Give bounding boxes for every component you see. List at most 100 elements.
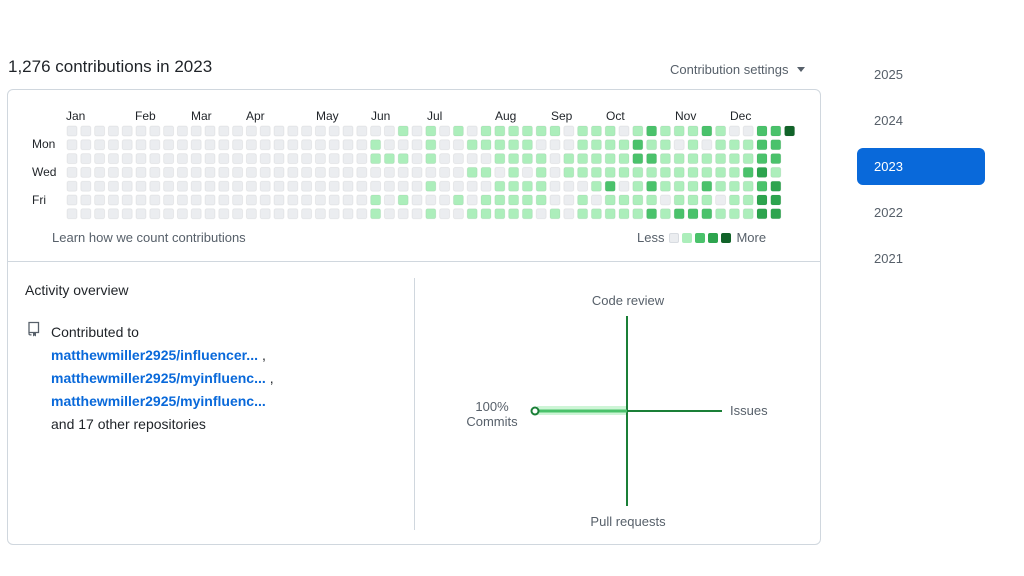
contribution-day-cell[interactable] (135, 166, 147, 178)
contribution-day-cell[interactable] (425, 180, 437, 192)
contribution-day-cell[interactable] (728, 208, 740, 220)
contribution-day-cell[interactable] (94, 166, 106, 178)
contribution-day-cell[interactable] (397, 180, 409, 192)
contribution-day-cell[interactable] (632, 194, 644, 206)
contribution-day-cell[interactable] (701, 153, 713, 165)
contribution-day-cell[interactable] (508, 180, 520, 192)
contribution-day-cell[interactable] (314, 208, 326, 220)
contribution-day-cell[interactable] (356, 180, 368, 192)
contribution-day-cell[interactable] (756, 208, 768, 220)
contribution-day-cell[interactable] (314, 194, 326, 206)
contribution-day-cell[interactable] (508, 153, 520, 165)
contribution-day-cell[interactable] (370, 153, 382, 165)
contribution-day-cell[interactable] (204, 166, 216, 178)
contribution-day-cell[interactable] (287, 153, 299, 165)
contribution-day-cell[interactable] (245, 208, 257, 220)
contribution-day-cell[interactable] (107, 139, 119, 151)
contribution-day-cell[interactable] (590, 139, 602, 151)
contribution-day-cell[interactable] (494, 180, 506, 192)
contribution-day-cell[interactable] (259, 208, 271, 220)
contribution-day-cell[interactable] (452, 166, 464, 178)
contribution-day-cell[interactable] (508, 125, 520, 137)
contribution-day-cell[interactable] (204, 125, 216, 137)
contribution-day-cell[interactable] (480, 194, 492, 206)
contribution-day-cell[interactable] (328, 180, 340, 192)
contribution-day-cell[interactable] (66, 194, 78, 206)
contribution-day-cell[interactable] (728, 194, 740, 206)
contribution-day-cell[interactable] (604, 208, 616, 220)
contribution-day-cell[interactable] (715, 153, 727, 165)
contribution-day-cell[interactable] (452, 125, 464, 137)
contribution-day-cell[interactable] (245, 180, 257, 192)
contribution-day-cell[interactable] (521, 125, 533, 137)
contribution-day-cell[interactable] (149, 208, 161, 220)
contribution-day-cell[interactable] (232, 166, 244, 178)
contribution-day-cell[interactable] (687, 139, 699, 151)
contribution-day-cell[interactable] (314, 166, 326, 178)
contribution-day-cell[interactable] (632, 180, 644, 192)
contribution-day-cell[interactable] (659, 139, 671, 151)
contribution-day-cell[interactable] (218, 180, 230, 192)
contribution-day-cell[interactable] (563, 194, 575, 206)
contribution-day-cell[interactable] (135, 139, 147, 151)
contribution-day-cell[interactable] (452, 153, 464, 165)
contribution-day-cell[interactable] (149, 125, 161, 137)
contribution-day-cell[interactable] (107, 208, 119, 220)
contribution-day-cell[interactable] (701, 139, 713, 151)
contribution-day-cell[interactable] (80, 166, 92, 178)
contribution-day-cell[interactable] (549, 139, 561, 151)
contribution-day-cell[interactable] (370, 194, 382, 206)
contribution-day-cell[interactable] (535, 166, 547, 178)
contribution-day-cell[interactable] (301, 194, 313, 206)
contribution-day-cell[interactable] (135, 208, 147, 220)
contribution-day-cell[interactable] (563, 139, 575, 151)
contribution-day-cell[interactable] (742, 208, 754, 220)
contribution-day-cell[interactable] (370, 166, 382, 178)
contribution-day-cell[interactable] (715, 180, 727, 192)
contribution-day-cell[interactable] (204, 180, 216, 192)
contribution-day-cell[interactable] (94, 208, 106, 220)
contribution-day-cell[interactable] (521, 180, 533, 192)
contribution-day-cell[interactable] (480, 125, 492, 137)
contribution-day-cell[interactable] (232, 125, 244, 137)
contribution-day-cell[interactable] (577, 194, 589, 206)
contribution-day-cell[interactable] (259, 125, 271, 137)
contribution-day-cell[interactable] (756, 153, 768, 165)
contribution-day-cell[interactable] (66, 208, 78, 220)
contribution-day-cell[interactable] (107, 180, 119, 192)
contribution-day-cell[interactable] (728, 153, 740, 165)
contribution-day-cell[interactable] (204, 194, 216, 206)
contribution-day-cell[interactable] (259, 139, 271, 151)
contribution-day-cell[interactable] (411, 139, 423, 151)
contribution-day-cell[interactable] (742, 125, 754, 137)
contribution-day-cell[interactable] (646, 139, 658, 151)
contribution-day-cell[interactable] (535, 125, 547, 137)
contribution-day-cell[interactable] (577, 180, 589, 192)
contribution-day-cell[interactable] (204, 139, 216, 151)
contribution-day-cell[interactable] (356, 166, 368, 178)
contribution-day-cell[interactable] (480, 153, 492, 165)
repo-link[interactable]: matthewmiller2925/myinfluenc... (51, 370, 266, 386)
repo-link[interactable]: matthewmiller2925/influencer... (51, 347, 258, 363)
contribution-day-cell[interactable] (480, 180, 492, 192)
contribution-day-cell[interactable] (590, 153, 602, 165)
contribution-day-cell[interactable] (190, 180, 202, 192)
contribution-day-cell[interactable] (480, 139, 492, 151)
contribution-day-cell[interactable] (701, 166, 713, 178)
contribution-day-cell[interactable] (494, 166, 506, 178)
contribution-day-cell[interactable] (590, 125, 602, 137)
contribution-day-cell[interactable] (494, 194, 506, 206)
learn-contributions-link[interactable]: Learn how we count contributions (52, 230, 246, 245)
contribution-day-cell[interactable] (301, 153, 313, 165)
contribution-day-cell[interactable] (439, 166, 451, 178)
contribution-day-cell[interactable] (563, 180, 575, 192)
contribution-day-cell[interactable] (411, 208, 423, 220)
contribution-day-cell[interactable] (121, 153, 133, 165)
contribution-day-cell[interactable] (273, 166, 285, 178)
contribution-day-cell[interactable] (452, 194, 464, 206)
contribution-day-cell[interactable] (411, 180, 423, 192)
contribution-day-cell[interactable] (770, 180, 782, 192)
contribution-day-cell[interactable] (618, 139, 630, 151)
contribution-day-cell[interactable] (356, 139, 368, 151)
contribution-day-cell[interactable] (273, 180, 285, 192)
